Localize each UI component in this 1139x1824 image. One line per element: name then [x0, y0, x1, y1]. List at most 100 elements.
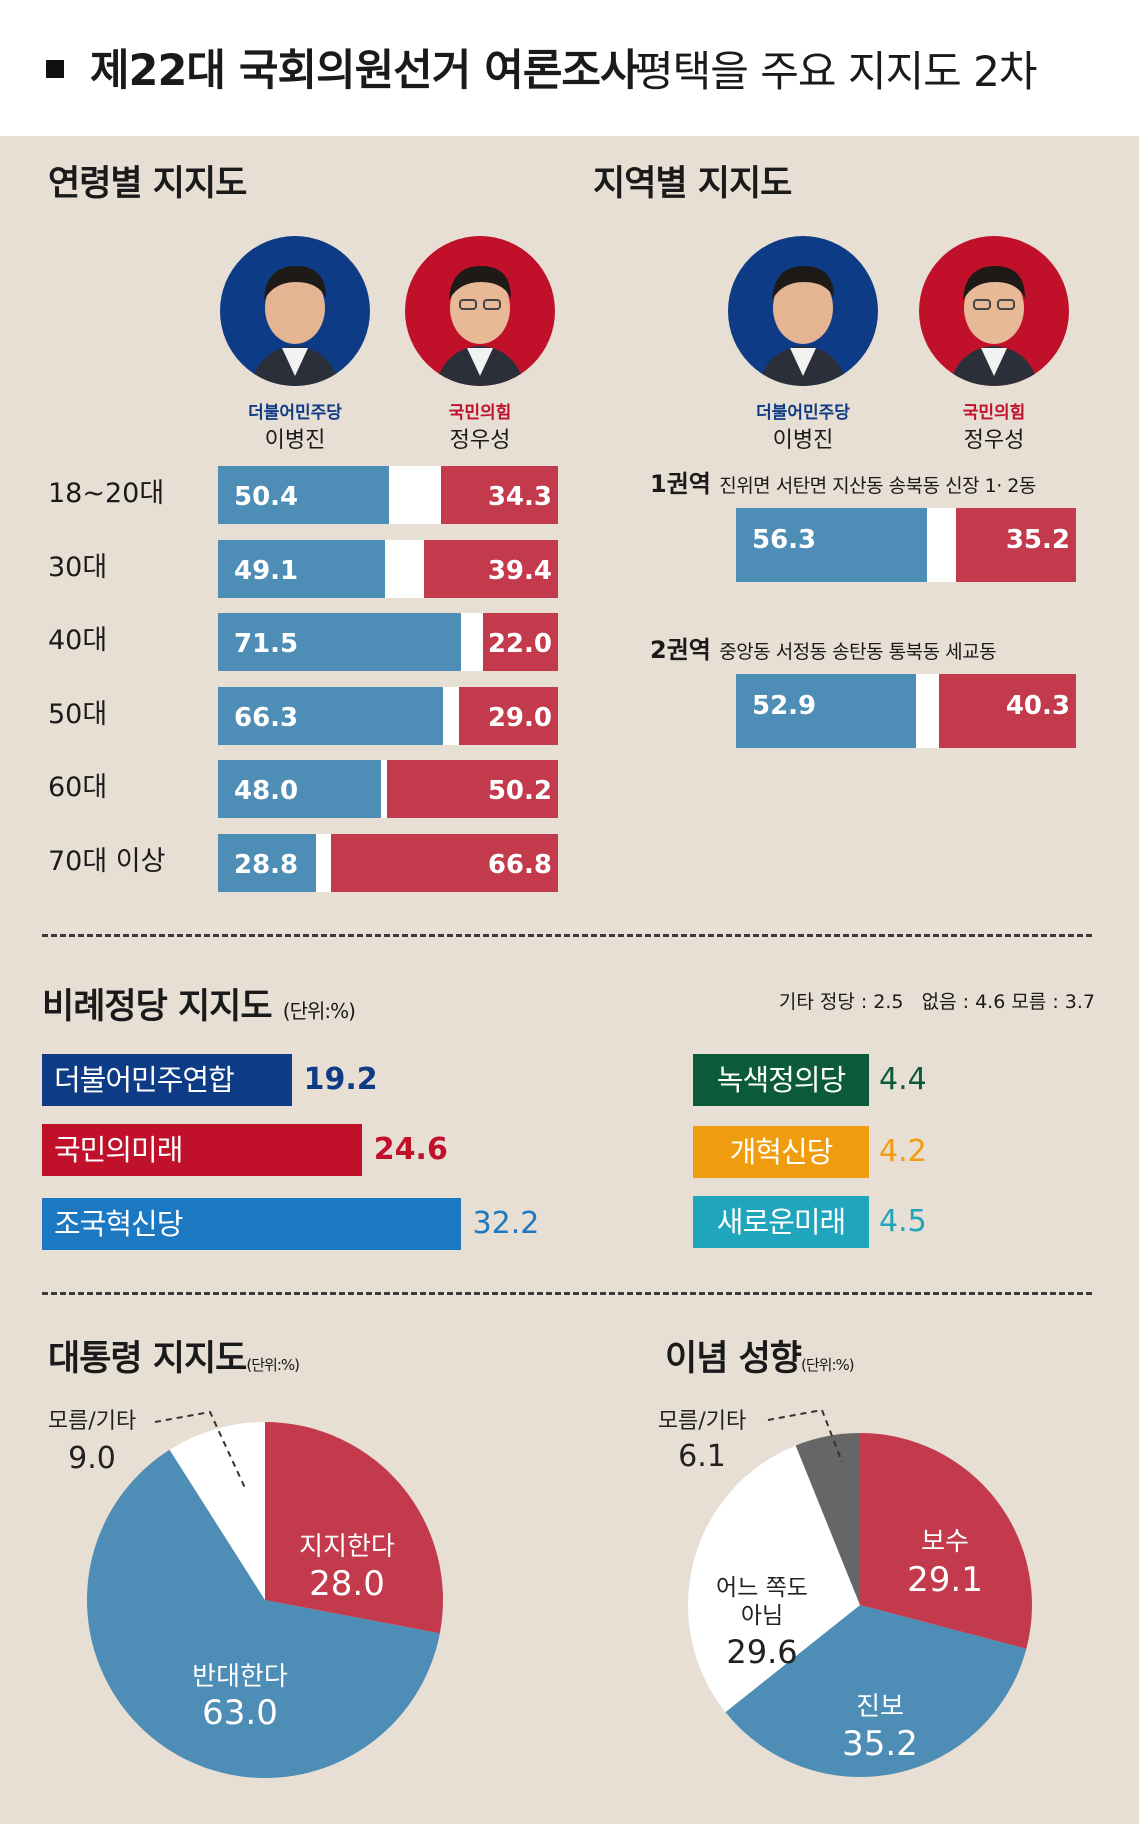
page-title: 제22대 국회의원선거 여론조사: [90, 46, 639, 96]
age-bar-a: 66.3: [218, 686, 444, 745]
president-section-title: 대통령 지지도(단위:%): [48, 1330, 300, 1381]
region-row-header: 2권역 중앙동 서정동 송탄동 통북동 세교동: [650, 630, 997, 665]
age-value-b: 22.0: [487, 629, 552, 659]
pie-slice-label: 보수: [921, 1527, 969, 1557]
region-value-b: 35.2: [1005, 525, 1070, 555]
candidate-a-name-region: 이병진: [772, 428, 834, 453]
pie-callout-line: [154, 1410, 246, 1489]
candidate-a-name: 이병진: [264, 428, 326, 453]
party-value: 4.2: [879, 1134, 927, 1169]
party-value: 19.2: [303, 1062, 378, 1097]
region-row-label: 2권역: [650, 636, 720, 664]
party-bar: 새로운미래: [693, 1196, 869, 1248]
candidate-b-portrait: [405, 236, 555, 386]
pie-slice: [860, 1433, 1032, 1649]
proportional-section-title: 비례정당 지지도 (단위:%): [42, 978, 356, 1029]
pie-callout-line: [767, 1408, 843, 1463]
section-divider: [42, 1292, 1092, 1295]
proportional-others: 기타 정당 : 2.5 없음 : 4.6 모름 : 3.7: [778, 991, 1095, 1013]
region-bar-b: 40.3: [938, 674, 1076, 748]
party-bar: 개혁신당: [693, 1126, 869, 1178]
age-bar-a: 71.5: [218, 613, 462, 671]
party-bar: 조국혁신당: [42, 1198, 461, 1250]
party-name: 녹색정의당: [716, 1063, 846, 1097]
party-value: 32.2: [472, 1206, 540, 1241]
age-value-a: 66.3: [234, 702, 299, 733]
region-value-a: 52.9: [752, 691, 817, 721]
candidate-b-party-region: 국민의힘: [962, 403, 1026, 423]
party-name: 개혁신당: [729, 1135, 834, 1169]
pie-callout-value: 6.1: [678, 1439, 726, 1474]
age-value-b: 39.4: [487, 555, 552, 586]
pie-slice-value: 28.0: [309, 1564, 385, 1604]
person-icon: [919, 236, 1069, 386]
page-subtitle: 평택을 주요 지지도 2차: [635, 47, 1038, 96]
age-row-label: 60대: [48, 772, 108, 803]
region-row-header: 1권역 진위면 서탄면 지산동 송북동 신장 1· 2동: [650, 464, 1036, 499]
pie-slice-value: 35.2: [842, 1724, 918, 1764]
pie-callout-label: 모름/기타: [658, 1409, 746, 1434]
ideology-unit: (단위:%): [801, 1356, 855, 1374]
age-value-b: 50.2: [487, 776, 552, 806]
party-value: 4.4: [879, 1062, 927, 1097]
pie-slice-value: 63.0: [202, 1693, 278, 1733]
pie-slice-label: 진보: [856, 1692, 904, 1722]
president-unit: (단위:%): [246, 1356, 300, 1374]
candidate-a-portrait: [220, 236, 370, 386]
region-value-b: 40.3: [1005, 691, 1070, 721]
region-value-a: 56.3: [752, 525, 817, 555]
candidate-b-party: 국민의힘: [448, 403, 512, 423]
age-value-a: 50.4: [234, 482, 299, 512]
proportional-unit: (단위:%): [282, 999, 356, 1023]
age-value-a: 71.5: [234, 629, 299, 659]
ideology-section-title: 이념 성향(단위:%): [665, 1330, 855, 1381]
age-bar-a: 49.1: [218, 539, 385, 598]
region-row-description: 진위면 서탄면 지산동 송북동 신장 1· 2동: [719, 475, 1036, 497]
age-row-label: 30대: [48, 551, 108, 583]
party-name: 국민의미래: [54, 1133, 183, 1167]
age-bar-b: 39.4: [424, 539, 558, 598]
pie-callout-label: 모름/기타: [48, 1409, 136, 1434]
region-section-title: 지역별 지지도: [593, 164, 792, 204]
age-bar-b: 34.3: [441, 466, 558, 524]
candidate-b-name-region: 정우성: [963, 428, 1025, 453]
pie-slice-label: 아님: [741, 1603, 783, 1629]
age-bar-b: 66.8: [330, 833, 558, 892]
party-bar: 녹색정의당: [693, 1054, 869, 1106]
candidate-b-name: 정우성: [449, 428, 511, 453]
age-row-label: 40대: [48, 625, 108, 656]
age-bar-b: 29.0: [459, 686, 558, 745]
proportional-title-text: 비례정당 지지도: [42, 987, 273, 1027]
pie-slice-label: 지지한다: [299, 1532, 395, 1562]
party-bar: 더불어민주연합: [42, 1054, 292, 1106]
pie-slice-value: 29.6: [726, 1633, 797, 1671]
party-name: 더불어민주연합: [54, 1063, 235, 1097]
age-value-a: 48.0: [234, 776, 299, 806]
age-value-b: 34.3: [487, 482, 552, 512]
region-bar-b: 35.2: [956, 508, 1076, 582]
age-row-label: 50대: [48, 698, 108, 730]
party-bar: 국민의미래: [42, 1124, 362, 1176]
age-value-a: 28.8: [234, 849, 299, 880]
age-bar-a: 48.0: [218, 760, 382, 818]
region-row-label: 1권역: [650, 470, 720, 498]
party-value: 4.5: [879, 1204, 927, 1239]
age-value-b: 29.0: [487, 702, 552, 733]
region-row-description: 중앙동 서정동 송탄동 통북동 세교동: [719, 641, 997, 663]
candidate-a-portrait-region: [728, 236, 878, 386]
age-bar-a: 50.4: [218, 466, 390, 524]
person-icon: [728, 236, 878, 386]
age-section-title: 연령별 지지도: [48, 164, 247, 204]
age-row-label: 18~20대: [48, 478, 165, 509]
region-bar-a: 56.3: [736, 508, 928, 582]
pie-slice: [265, 1422, 443, 1634]
pie-callout-value: 9.0: [68, 1441, 116, 1476]
header: [0, 0, 1139, 136]
age-row-label: 70대 이상: [48, 845, 166, 877]
candidate-b-portrait-region: [919, 236, 1069, 386]
person-icon: [220, 236, 370, 386]
pie-slice: [87, 1449, 440, 1778]
age-bar-a: 28.8: [218, 833, 316, 892]
ideology-title-text: 이념 성향: [665, 1339, 802, 1379]
